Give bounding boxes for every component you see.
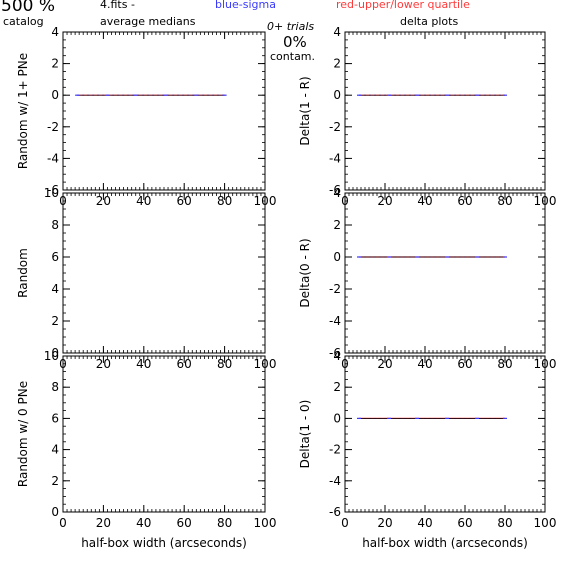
y-tick-label: 2 bbox=[333, 57, 341, 71]
x-tick-label: 100 bbox=[254, 516, 277, 530]
y-tick-label: 4 bbox=[51, 25, 59, 39]
x-tick-label: 60 bbox=[457, 516, 472, 530]
y-tick-label: 2 bbox=[51, 57, 59, 71]
x-tick-label: 40 bbox=[417, 516, 432, 530]
catalog-label: catalog bbox=[3, 15, 44, 28]
trials-label: 0+ trials bbox=[267, 20, 315, 33]
y-tick-label: 6 bbox=[51, 411, 59, 425]
x-tick-label: 20 bbox=[96, 357, 111, 371]
y-axis-label: Delta(1 - R) bbox=[298, 76, 312, 145]
x-tick-label: 80 bbox=[217, 194, 232, 208]
x-tick-label: 40 bbox=[136, 194, 151, 208]
y-tick-label: 4 bbox=[333, 186, 341, 200]
x-tick-label: 80 bbox=[497, 357, 512, 371]
plot-frame-3 bbox=[62, 192, 266, 354]
y-axis-label: Delta(1 - 0) bbox=[298, 400, 312, 469]
x-tick-label: 0 bbox=[59, 516, 67, 530]
y-tick-label: -6 bbox=[329, 346, 341, 360]
y-tick-label: 0 bbox=[51, 88, 59, 102]
x-tick-label: 80 bbox=[217, 357, 232, 371]
x-tick-label: 20 bbox=[377, 357, 392, 371]
y-tick-label: -2 bbox=[329, 120, 341, 134]
y-tick-label: 4 bbox=[51, 282, 59, 296]
y-tick-label: 8 bbox=[51, 218, 59, 232]
y-axis-label: Random bbox=[16, 248, 30, 298]
x-tick-label: 40 bbox=[136, 516, 151, 530]
y-tick-label: 4 bbox=[333, 349, 341, 363]
x-tick-label: 60 bbox=[177, 357, 192, 371]
y-tick-label: -4 bbox=[47, 151, 59, 165]
y-tick-label: 2 bbox=[51, 314, 59, 328]
y-tick-label: -6 bbox=[329, 505, 341, 519]
plot-frame-6 bbox=[344, 355, 546, 513]
plot-frame-2 bbox=[344, 31, 546, 191]
y-axis-label: Random w/ 0 PNe bbox=[16, 381, 30, 487]
y-axis-label: Delta(0 - R) bbox=[298, 238, 312, 307]
y-tick-label: 10 bbox=[44, 186, 59, 200]
blue-sigma-legend: blue-sigma bbox=[215, 0, 276, 11]
y-tick-label: -4 bbox=[329, 314, 341, 328]
y-tick-label: 2 bbox=[51, 474, 59, 488]
x-tick-label: 80 bbox=[217, 516, 232, 530]
y-tick-label: 6 bbox=[51, 250, 59, 264]
percent-label: 500 % bbox=[1, 0, 56, 16]
x-tick-label: 20 bbox=[96, 516, 111, 530]
y-tick-label: 0 bbox=[51, 346, 59, 360]
y-tick-label: -4 bbox=[329, 474, 341, 488]
contam-percent-label: 0% bbox=[283, 33, 307, 51]
x-tick-label: 80 bbox=[497, 194, 512, 208]
x-tick-label: 60 bbox=[457, 194, 472, 208]
x-axis-label: half-box width (arcseconds) bbox=[362, 536, 528, 550]
x-tick-label: 40 bbox=[417, 357, 432, 371]
y-axis-label: Random w/ 1+ PNe bbox=[16, 53, 30, 169]
red-quartile-legend: red-upper/lower quartile bbox=[336, 0, 470, 11]
y-tick-label: -2 bbox=[47, 120, 59, 134]
x-tick-label: 20 bbox=[377, 516, 392, 530]
x-tick-label: 20 bbox=[377, 194, 392, 208]
y-tick-label: 0 bbox=[51, 505, 59, 519]
y-tick-label: 0 bbox=[333, 88, 341, 102]
x-tick-label: 60 bbox=[177, 194, 192, 208]
contam-label: contam. bbox=[270, 50, 316, 63]
x-tick-label: 100 bbox=[534, 516, 557, 530]
y-tick-label: 0 bbox=[333, 411, 341, 425]
y-tick-label: 8 bbox=[51, 380, 59, 394]
x-tick-label: 60 bbox=[177, 516, 192, 530]
plot-frame-1 bbox=[62, 31, 266, 191]
y-tick-label: 2 bbox=[333, 218, 341, 232]
x-tick-label: 80 bbox=[497, 516, 512, 530]
y-tick-label: 10 bbox=[44, 349, 59, 363]
plot-frame-5 bbox=[62, 355, 266, 513]
y-tick-label: 0 bbox=[333, 250, 341, 264]
y-tick-label: 4 bbox=[51, 443, 59, 457]
x-tick-label: 60 bbox=[457, 357, 472, 371]
plot-frame-4 bbox=[344, 192, 546, 354]
filename-label: 4.fits - bbox=[100, 0, 135, 11]
y-tick-label: -2 bbox=[329, 443, 341, 457]
y-tick-label: -6 bbox=[329, 183, 341, 197]
x-tick-label: 40 bbox=[136, 357, 151, 371]
average-medians-label: average medians bbox=[100, 15, 196, 28]
y-tick-label: -4 bbox=[329, 151, 341, 165]
y-tick-label: 2 bbox=[333, 380, 341, 394]
y-tick-label: 4 bbox=[333, 25, 341, 39]
x-tick-label: 40 bbox=[417, 194, 432, 208]
x-tick-label: 0 bbox=[341, 516, 349, 530]
x-axis-label: half-box width (arcseconds) bbox=[81, 536, 247, 550]
x-tick-label: 20 bbox=[96, 194, 111, 208]
y-tick-label: -6 bbox=[47, 183, 59, 197]
delta-plots-title: delta plots bbox=[400, 15, 459, 28]
y-tick-label: -2 bbox=[329, 282, 341, 296]
